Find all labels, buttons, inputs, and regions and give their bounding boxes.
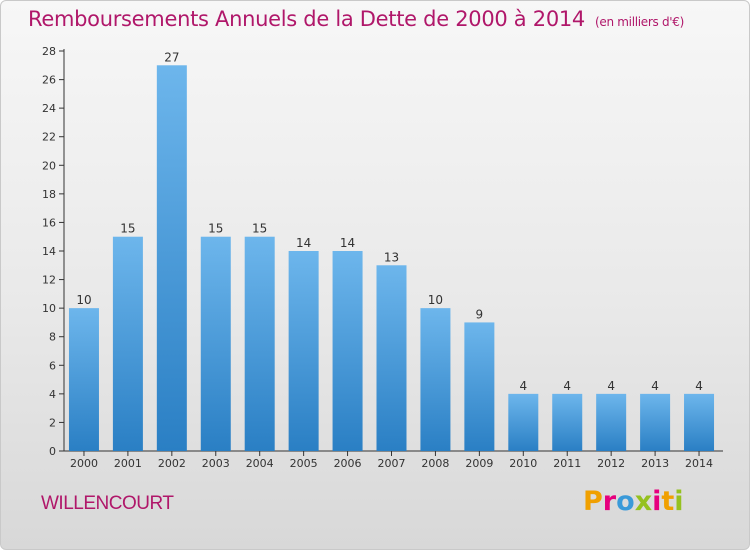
x-tick-label: 2008 [421, 457, 449, 470]
y-tick-label: 16 [42, 216, 56, 229]
x-tick-label: 2003 [202, 457, 230, 470]
x-tick-label: 2007 [378, 457, 406, 470]
bar-value-label: 15 [120, 222, 135, 236]
bar [244, 236, 275, 451]
x-tick-label: 2004 [246, 457, 274, 470]
y-tick-label: 24 [42, 102, 56, 115]
y-tick-label: 10 [42, 302, 56, 315]
bar-value-label: 9 [476, 307, 484, 321]
x-tick-label: 2005 [290, 457, 318, 470]
y-tick-label: 28 [42, 45, 56, 58]
bar [112, 236, 143, 451]
bar [332, 251, 363, 451]
y-tick-label: 22 [42, 131, 56, 144]
logo-letter: i [674, 486, 684, 517]
x-tick-label: 2014 [685, 457, 713, 470]
y-tick-label: 2 [49, 416, 56, 429]
bar-value-label: 4 [607, 379, 615, 393]
y-tick-label: 26 [42, 74, 56, 87]
commune-name: WILLENCOURT [41, 493, 174, 514]
bar-value-label: 4 [651, 379, 659, 393]
bar [288, 251, 319, 451]
bar-value-label: 4 [519, 379, 527, 393]
logo-letter: P [583, 486, 603, 517]
bar-value-label: 13 [384, 250, 399, 264]
bar-value-label: 14 [340, 236, 355, 250]
bar-value-label: 27 [164, 50, 179, 64]
y-tick-label: 0 [49, 445, 56, 458]
chart-title: Remboursements Annuels de la Dette de 20… [28, 7, 684, 31]
logo-letter: r [602, 486, 617, 517]
title-text: Remboursements Annuels de la Dette de 20… [28, 7, 585, 31]
bar [464, 322, 495, 451]
bar [552, 393, 583, 451]
bar-value-label: 10 [76, 293, 91, 307]
bar [376, 265, 407, 451]
x-tick-label: 2002 [158, 457, 186, 470]
y-tick-label: 8 [49, 331, 56, 344]
y-tick-label: 4 [49, 388, 56, 401]
x-tick-label: 2013 [641, 457, 669, 470]
y-tick-label: 14 [42, 245, 56, 258]
bar-value-label: 14 [296, 236, 311, 250]
x-tick-label: 2010 [509, 457, 537, 470]
bar [640, 393, 671, 451]
x-tick-label: 2000 [70, 457, 98, 470]
bar [684, 393, 715, 451]
y-tick-label: 20 [42, 159, 56, 172]
bar [420, 308, 451, 451]
bar-value-label: 10 [428, 293, 443, 307]
x-tick-label: 2006 [334, 457, 362, 470]
y-tick-label: 12 [42, 274, 56, 287]
bar-value-label: 15 [208, 222, 223, 236]
bar [596, 393, 627, 451]
logo-letter: i [652, 486, 662, 517]
bar-value-label: 4 [563, 379, 571, 393]
bar [200, 236, 231, 451]
bar-value-label: 4 [695, 379, 703, 393]
logo-letter: o [616, 486, 635, 517]
x-tick-label: 2009 [465, 457, 493, 470]
x-tick-label: 2012 [597, 457, 625, 470]
logo-letter: x [634, 486, 653, 517]
bar [508, 393, 539, 451]
logo-letter: t [661, 486, 675, 517]
bar-value-label: 15 [252, 222, 267, 236]
x-tick-label: 2001 [114, 457, 142, 470]
y-tick-label: 6 [49, 359, 56, 372]
y-tick-label: 18 [42, 188, 56, 201]
bar [156, 65, 187, 452]
x-tick-label: 2011 [553, 457, 581, 470]
bar [68, 308, 99, 451]
title-unit: (en milliers d'€) [595, 15, 685, 29]
proxiti-logo: Proxiti [583, 486, 684, 517]
